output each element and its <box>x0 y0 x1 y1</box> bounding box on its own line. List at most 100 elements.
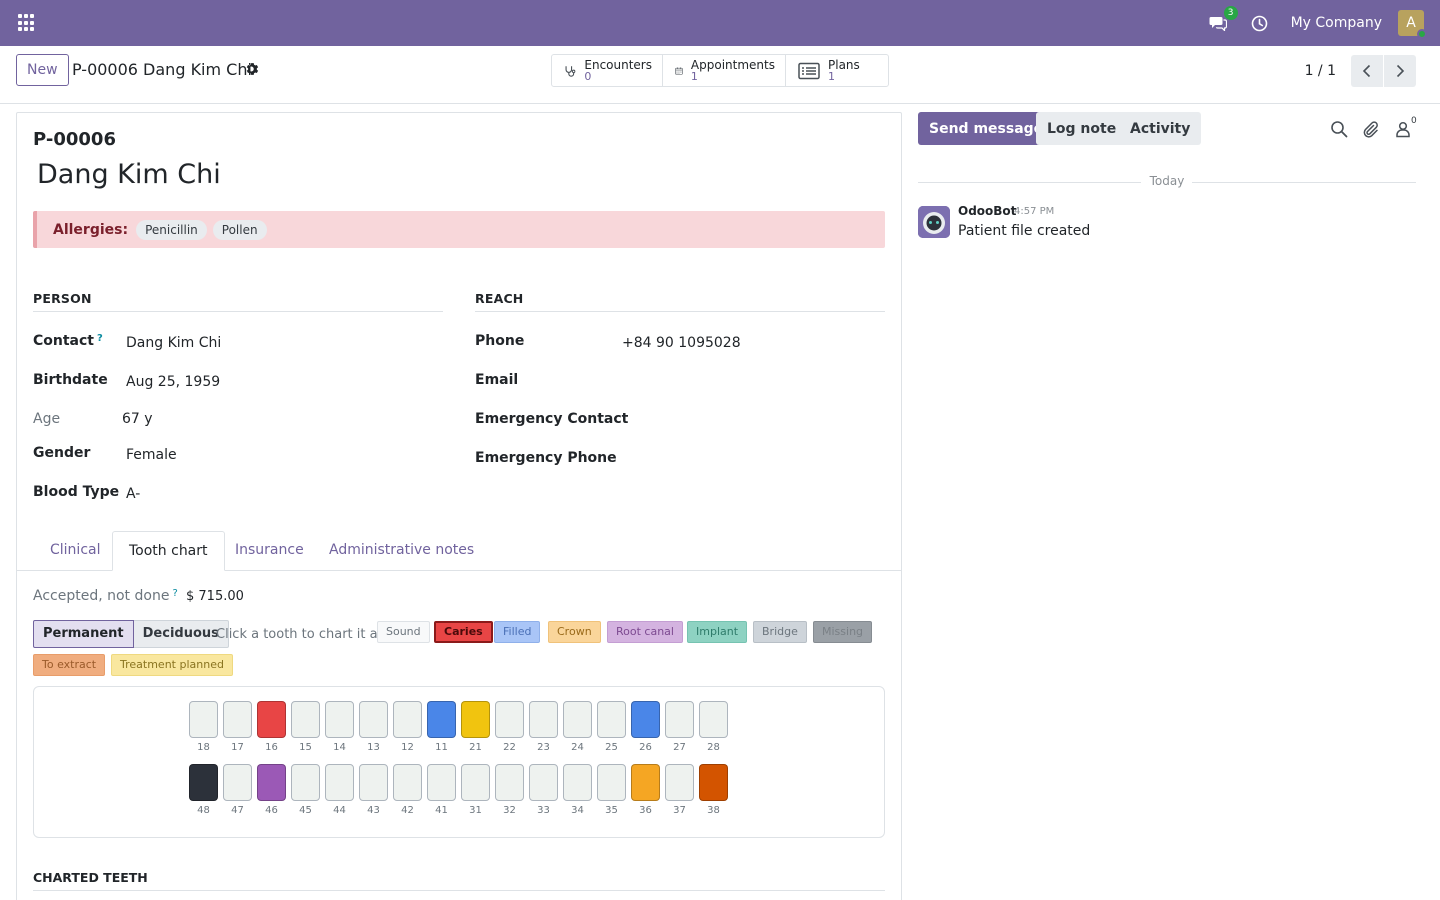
tooth-number: 36 <box>639 805 652 816</box>
apps-menu-icon[interactable] <box>18 14 36 32</box>
birthdate-label: Birthdate <box>33 372 108 388</box>
tooth-34[interactable] <box>563 764 592 801</box>
person-group-title: PERSON <box>33 291 443 312</box>
legend-to-extract[interactable]: To extract <box>33 654 106 676</box>
list-icon <box>798 62 820 79</box>
blood-type-field[interactable]: A- <box>126 486 141 502</box>
tooth-16[interactable] <box>257 701 286 738</box>
legend-caries[interactable]: Caries <box>434 621 493 643</box>
new-button[interactable]: New <box>16 54 69 86</box>
followers-icon[interactable] <box>1394 120 1412 138</box>
tooth-22[interactable] <box>495 701 524 738</box>
deciduous-button[interactable]: Deciduous <box>133 620 229 648</box>
paperclip-icon[interactable] <box>1361 120 1379 138</box>
tooth-28[interactable] <box>699 701 728 738</box>
tooth-31[interactable] <box>461 764 490 801</box>
chatter-panel: Send message Log note Activity 0 Today O… <box>902 104 1440 900</box>
phone-field[interactable]: +84 90 1095028 <box>622 335 741 351</box>
legend-missing[interactable]: Missing <box>813 621 873 643</box>
encounters-button[interactable]: Encounters 0 <box>552 55 663 86</box>
tooth-32[interactable] <box>495 764 524 801</box>
tab-insurance[interactable]: Insurance <box>235 542 304 558</box>
tab-tooth-chart[interactable]: Tooth chart <box>112 531 225 571</box>
legend-crown[interactable]: Crown <box>548 621 601 643</box>
tooth-26[interactable] <box>631 701 660 738</box>
followers-count: 0 <box>1411 116 1417 126</box>
tooth-24[interactable] <box>563 701 592 738</box>
tooth-number: 34 <box>571 805 584 816</box>
tooth-number: 11 <box>435 742 448 753</box>
tooth-18[interactable] <box>189 701 218 738</box>
tooth-48[interactable] <box>189 764 218 801</box>
legend-filled[interactable]: Filled <box>494 621 541 643</box>
tooth-14[interactable] <box>325 701 354 738</box>
search-icon[interactable] <box>1330 120 1348 138</box>
tooth-23[interactable] <box>529 701 558 738</box>
allergy-tag[interactable]: Pollen <box>212 219 267 240</box>
help-tooltip-icon[interactable]: ? <box>172 588 178 599</box>
tooth-47[interactable] <box>223 764 252 801</box>
gender-field[interactable]: Female <box>126 447 177 463</box>
tab-administrative-notes[interactable]: Administrative notes <box>329 542 475 558</box>
tooth-12[interactable] <box>393 701 422 738</box>
presence-indicator <box>1417 29 1427 39</box>
help-tooltip-icon[interactable]: ? <box>97 333 103 344</box>
log-note-button[interactable]: Log note <box>1036 112 1128 145</box>
tooth-43[interactable] <box>359 764 388 801</box>
legend-sound[interactable]: Sound <box>377 621 430 643</box>
emergency-contact-label: Emergency Contact <box>475 411 629 427</box>
pager-previous-button[interactable] <box>1351 55 1383 87</box>
tooth-25[interactable] <box>597 701 626 738</box>
tooth-11[interactable] <box>427 701 456 738</box>
tooth-36[interactable] <box>631 764 660 801</box>
tooth-45[interactable] <box>291 764 320 801</box>
company-switcher[interactable]: My Company <box>1290 15 1382 31</box>
emergency-contact-field[interactable] <box>622 413 882 433</box>
odoobot-avatar[interactable] <box>918 206 950 238</box>
tooth-13[interactable] <box>359 701 388 738</box>
permanent-button[interactable]: Permanent <box>33 620 134 648</box>
allergy-tag[interactable]: Penicillin <box>136 219 207 240</box>
age-label: Age <box>33 411 61 427</box>
messaging-icon[interactable]: 3 <box>1207 6 1238 34</box>
send-message-button[interactable]: Send message <box>918 112 1055 145</box>
tooth-41[interactable] <box>427 764 456 801</box>
pager-value[interactable]: 1 / 1 <box>1304 63 1336 79</box>
tooth-35[interactable] <box>597 764 626 801</box>
contact-field[interactable]: Dang Kim Chi <box>126 335 222 351</box>
reach-group-title: REACH <box>475 291 885 312</box>
tooth-33[interactable] <box>529 764 558 801</box>
tooth-38[interactable] <box>699 764 728 801</box>
tooth-42[interactable] <box>393 764 422 801</box>
tooth-number: 43 <box>367 805 380 816</box>
allergies-banner: Allergies: Penicillin Pollen <box>33 211 885 248</box>
patient-name-field[interactable]: Dang Kim Chi <box>37 159 221 190</box>
tooth-37[interactable] <box>665 764 694 801</box>
appointments-button[interactable]: Appointments 1 <box>663 55 786 86</box>
tooth-17[interactable] <box>223 701 252 738</box>
legend-implant[interactable]: Implant <box>687 621 748 643</box>
tooth-number: 24 <box>571 742 584 753</box>
tooth-21[interactable] <box>461 701 490 738</box>
tooth-27[interactable] <box>665 701 694 738</box>
birthdate-field[interactable]: Aug 25, 1959 <box>126 374 221 390</box>
legend-treatment-planned[interactable]: Treatment planned <box>111 654 233 676</box>
email-field[interactable] <box>622 374 882 394</box>
plans-button[interactable]: Plans 1 <box>786 55 888 86</box>
activity-clock-icon[interactable] <box>1249 12 1271 34</box>
chevron-left-icon <box>1362 64 1371 78</box>
gear-icon[interactable] <box>245 62 259 76</box>
emergency-phone-field[interactable] <box>622 452 882 472</box>
accepted-not-done-label: Accepted, not done? <box>33 588 178 604</box>
legend-bridge[interactable]: Bridge <box>753 621 807 643</box>
tab-clinical[interactable]: Clinical <box>50 542 101 558</box>
user-avatar[interactable]: A <box>1398 10 1427 39</box>
pager-next-button[interactable] <box>1384 55 1416 87</box>
tooth-46[interactable] <box>257 764 286 801</box>
blood-type-label: Blood Type <box>33 484 120 500</box>
tooth-44[interactable] <box>325 764 354 801</box>
tooth-15[interactable] <box>291 701 320 738</box>
legend-root-canal[interactable]: Root canal <box>607 621 683 643</box>
message-author[interactable]: OdooBot <box>958 204 1017 218</box>
activity-button[interactable]: Activity <box>1119 112 1202 145</box>
